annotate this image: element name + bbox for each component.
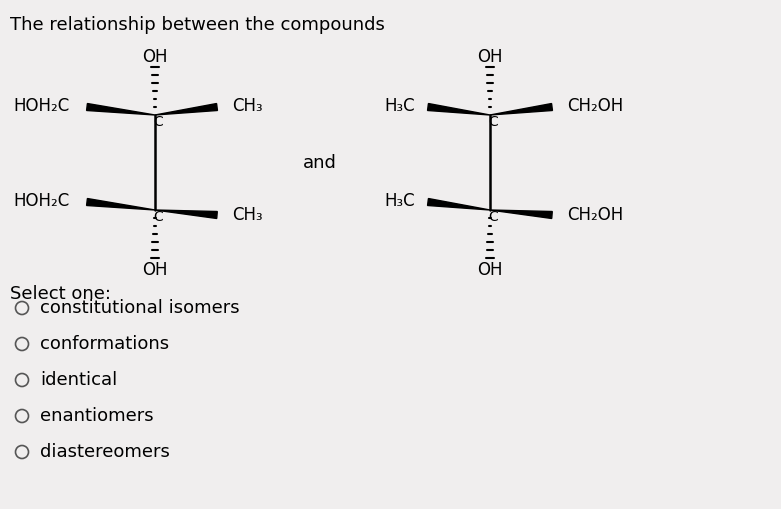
Text: C: C [488,115,497,129]
Text: and: and [303,154,337,172]
Text: conformations: conformations [40,335,169,353]
Text: OH: OH [142,261,168,279]
Text: diastereomers: diastereomers [40,443,170,461]
Text: C: C [488,210,497,224]
Text: OH: OH [142,48,168,66]
Polygon shape [87,199,155,210]
Circle shape [16,301,28,315]
Polygon shape [490,103,552,115]
Text: CH₂OH: CH₂OH [567,97,623,115]
Text: H₃C: H₃C [384,97,415,115]
Text: HOH₂C: HOH₂C [14,192,70,210]
Polygon shape [427,103,490,115]
Text: C: C [153,210,163,224]
Text: Select one:: Select one: [10,285,111,303]
Text: OH: OH [477,261,503,279]
Circle shape [16,337,28,351]
Circle shape [16,445,28,459]
Text: H₃C: H₃C [384,192,415,210]
Polygon shape [155,103,217,115]
Polygon shape [87,103,155,115]
Text: constitutional isomers: constitutional isomers [40,299,240,317]
Text: OH: OH [477,48,503,66]
Circle shape [16,374,28,386]
Polygon shape [490,210,552,218]
Text: The relationship between the compounds: The relationship between the compounds [10,16,385,34]
Text: CH₃: CH₃ [232,97,262,115]
Polygon shape [427,199,490,210]
Text: CH₂OH: CH₂OH [567,206,623,224]
Polygon shape [155,210,217,218]
Text: enantiomers: enantiomers [40,407,154,425]
Text: HOH₂C: HOH₂C [14,97,70,115]
Circle shape [16,410,28,422]
Text: CH₃: CH₃ [232,206,262,224]
Text: C: C [153,115,163,129]
Text: identical: identical [40,371,117,389]
